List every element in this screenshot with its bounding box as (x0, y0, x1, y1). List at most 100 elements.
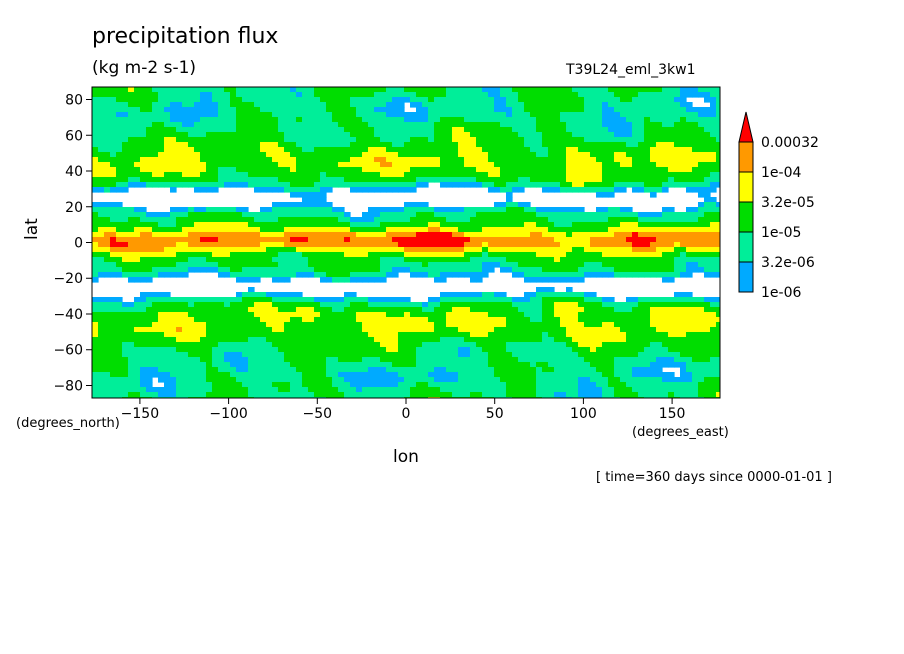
heatmap-cell (674, 137, 681, 143)
heatmap-cell (662, 92, 669, 98)
heatmap-cell (122, 157, 129, 163)
heatmap-cell (302, 92, 309, 98)
heatmap-cell (470, 117, 477, 123)
heatmap-cell (656, 92, 663, 98)
heatmap-cell (650, 122, 657, 128)
heatmap-cell (314, 272, 321, 278)
heatmap-cell (368, 212, 375, 218)
heatmap-cell (302, 97, 309, 103)
heatmap-cell (614, 147, 621, 153)
heatmap-cell (458, 227, 465, 233)
heatmap-cell (614, 87, 621, 93)
heatmap-cell (692, 252, 699, 258)
heatmap-cell (326, 142, 333, 148)
heatmap-cell (404, 182, 411, 188)
heatmap-cell (476, 102, 483, 108)
heatmap-cell (452, 122, 459, 128)
heatmap-cell (314, 122, 321, 128)
heatmap-cell (116, 207, 123, 213)
heatmap-cell (314, 257, 321, 263)
heatmap-cell (170, 107, 177, 113)
heatmap-cell (110, 232, 117, 238)
heatmap-cell (200, 132, 207, 138)
heatmap-cell (692, 262, 699, 268)
heatmap-cell (614, 172, 621, 178)
heatmap-cell (704, 202, 711, 208)
heatmap-cell (110, 112, 117, 118)
heatmap-cell (668, 167, 675, 173)
heatmap-cell (512, 127, 519, 133)
heatmap-cell (440, 157, 447, 163)
heatmap-cell (674, 167, 681, 173)
heatmap-cell (704, 147, 711, 153)
heatmap-cell (110, 257, 117, 263)
heatmap-cell (314, 202, 321, 208)
heatmap-cell (488, 332, 495, 338)
heatmap-cell (566, 172, 573, 178)
heatmap-cell (116, 97, 123, 103)
heatmap-cell (392, 142, 399, 148)
heatmap-cell (266, 267, 273, 273)
heatmap-cell (398, 167, 405, 173)
heatmap-cell (416, 127, 423, 133)
heatmap-cell (350, 142, 357, 148)
heatmap-cell (146, 327, 153, 333)
heatmap-cell (170, 132, 177, 138)
heatmap-cell (446, 212, 453, 218)
heatmap-cell (536, 147, 543, 153)
heatmap-cell (536, 162, 543, 168)
heatmap-cell (320, 247, 327, 253)
heatmap-cell (350, 312, 357, 318)
heatmap-cell (608, 122, 615, 128)
heatmap-cell (308, 232, 315, 238)
heatmap-cell (572, 152, 579, 158)
heatmap-cell (278, 132, 285, 138)
heatmap-cell (428, 272, 435, 278)
heatmap-cell (596, 257, 603, 263)
heatmap-cell (590, 337, 597, 343)
heatmap-cell (146, 242, 153, 248)
heatmap-cell (638, 322, 645, 328)
heatmap-cell (506, 317, 513, 323)
heatmap-cell (116, 147, 123, 153)
heatmap-cell (644, 167, 651, 173)
heatmap-cell (668, 142, 675, 148)
heatmap-cell (296, 242, 303, 248)
heatmap-cell (494, 307, 501, 313)
heatmap-cell (686, 87, 693, 93)
heatmap-cell (98, 152, 105, 158)
heatmap-cell (602, 172, 609, 178)
heatmap-cell (626, 217, 633, 223)
heatmap-cell (164, 117, 171, 123)
heatmap-cell (152, 152, 159, 158)
heatmap-cell (698, 332, 705, 338)
heatmap-cell (458, 317, 465, 323)
heatmap-cell (536, 262, 543, 268)
heatmap-cell (644, 187, 651, 193)
heatmap-cell (518, 152, 525, 158)
heatmap-cell (704, 337, 711, 343)
heatmap-cell (308, 177, 315, 183)
heatmap-cell (458, 307, 465, 313)
heatmap-cell (560, 322, 567, 328)
heatmap-cell (506, 347, 513, 353)
heatmap-cell (122, 317, 129, 323)
heatmap-cell (296, 137, 303, 143)
heatmap-cell (662, 307, 669, 313)
heatmap-cell (626, 182, 633, 188)
heatmap-cell (692, 122, 699, 128)
heatmap-cell (536, 337, 543, 343)
heatmap-cell (698, 327, 705, 333)
heatmap-cell (98, 102, 105, 108)
heatmap-cell (602, 347, 609, 353)
heatmap-cell (452, 352, 459, 358)
heatmap-cell (518, 262, 525, 268)
heatmap-cell (344, 137, 351, 143)
heatmap-cell (602, 102, 609, 108)
heatmap-cell (134, 307, 141, 313)
heatmap-cell (374, 222, 381, 228)
heatmap-cell (308, 222, 315, 228)
heatmap-cell (110, 187, 117, 193)
heatmap-cell (212, 162, 219, 168)
heatmap-cell (572, 252, 579, 258)
